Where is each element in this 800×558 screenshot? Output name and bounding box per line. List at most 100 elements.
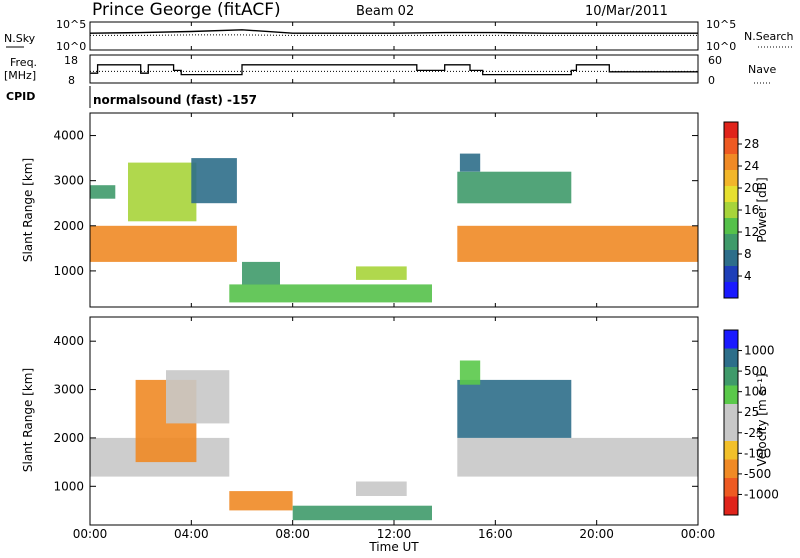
xtick-label-5: 20:00 — [579, 527, 614, 541]
xtick-label-0: 00:00 — [73, 527, 108, 541]
nave-tick-bottom: 0 — [708, 74, 715, 87]
colorbar-frame — [723, 329, 739, 516]
colorbar-tick-label-2: 20 — [744, 181, 759, 195]
velocity-colorbar-label: Velocity [m s⁻¹] — [755, 373, 769, 466]
colorbar-swatch-5 — [724, 202, 738, 219]
ytick-label-0: 1000 — [53, 264, 84, 278]
freq-tick-top: 18 — [64, 54, 78, 67]
nsky-tick-bottom: 10^0 — [56, 40, 86, 53]
heatmap-cell-2 — [166, 370, 230, 424]
heatmap-cell-8 — [457, 171, 572, 204]
freq-panel-frame — [89, 54, 699, 84]
heatmap-cell-5 — [242, 261, 280, 285]
colorbar-tick-label-0: 28 — [744, 137, 759, 151]
xtick-label-6: 00:00 — [681, 527, 716, 541]
ytick-label-0: 1000 — [53, 479, 84, 493]
colorbar-swatch-7 — [724, 234, 738, 251]
colorbar-swatch-9 — [724, 266, 738, 283]
colorbar-swatch-1 — [724, 138, 738, 155]
velocity-colorbar: 1000 500 100 25 -25 -100 -500 -1000 — [723, 329, 779, 516]
freq-label-2: [MHz] — [4, 69, 36, 82]
colorbar-swatch-9 — [724, 496, 738, 516]
ytick-label-1: 2000 — [53, 431, 84, 445]
power-ylabel: Slant Range [km] — [21, 158, 35, 262]
power-yaxis: 1000 2000 3000 4000 — [53, 129, 698, 278]
colorbar-swatch-6 — [724, 441, 738, 460]
freq-label-1: Freq. — [10, 56, 37, 69]
heatmap-cell-8 — [459, 360, 481, 385]
xtick-label-1: 04:00 — [174, 527, 209, 541]
colorbar-swatch-3 — [724, 170, 738, 187]
colorbar-tick-label-1: 24 — [744, 159, 759, 173]
nave-label: Nave — [748, 63, 776, 76]
date-title: 10/Mar/2011 — [585, 4, 668, 19]
nsearch-label: N.Search — [744, 30, 794, 43]
heatmap-cell-2 — [128, 162, 197, 222]
velocity-yaxis: 1000 2000 3000 4000 — [53, 334, 698, 493]
heatmap-cell-7 — [457, 225, 698, 262]
nsky-panel-frame — [89, 21, 699, 51]
power-heatmap-cells — [90, 153, 698, 303]
heatmap-cell-5 — [356, 481, 407, 496]
colorbar-swatch-7 — [724, 459, 738, 479]
colorbar-swatch-5 — [724, 422, 738, 442]
freq-tick-bottom: 8 — [68, 74, 75, 87]
ytick-label-3: 4000 — [53, 334, 84, 348]
colorbar-swatch-10 — [724, 282, 738, 299]
heatmap-cell-4 — [292, 505, 432, 521]
cpid-text: normalsound (fast) -157 — [93, 93, 257, 107]
ytick-label-3: 4000 — [53, 129, 84, 143]
colorbar-tick-label-2: 100 — [744, 385, 767, 399]
heatmap-cell-7 — [457, 379, 572, 438]
colorbar-swatch-2 — [724, 367, 738, 386]
ytick-label-1: 2000 — [53, 219, 84, 233]
nsky-label: N.Sky — [4, 32, 36, 45]
station-title: Prince George (fitACF) — [92, 0, 281, 20]
line-n-search — [90, 34, 698, 36]
power-colorbar-label: Power [dB] — [755, 177, 769, 242]
heatmap-cell-3 — [191, 158, 237, 204]
freq-series-group — [90, 64, 698, 76]
nsearch-tick-top: 10^5 — [706, 18, 736, 31]
heatmap-cell-6 — [457, 437, 698, 477]
velocity-ylabel: Slant Range [km] — [21, 368, 35, 472]
heatmap-cell-4 — [229, 284, 432, 303]
heatmap-cell-3 — [229, 491, 293, 511]
cpid-label: CPID — [6, 90, 35, 103]
line-freq — [90, 64, 698, 76]
nave-tick-top: 60 — [708, 54, 722, 67]
xtick-label-4: 16:00 — [478, 527, 513, 541]
velocity-heatmap-cells — [90, 360, 698, 521]
colorbar-swatch-8 — [724, 478, 738, 497]
colorbar-tick-label-4: -25 — [744, 426, 764, 440]
heatmap-cell-6 — [356, 266, 407, 280]
colorbar-swatch-4 — [724, 186, 738, 203]
ytick-label-2: 3000 — [53, 383, 84, 397]
time-xaxis: 00:00 04:00 08:00 12:00 16:00 20:00 00:00 — [73, 22, 716, 541]
nsky-tick-top: 10^5 — [56, 18, 86, 31]
colorbar-tick-label-6: 4 — [744, 269, 752, 283]
colorbar-tick-label-4: 12 — [744, 225, 759, 239]
ytick-label-2: 3000 — [53, 174, 84, 188]
colorbar-tick-label-5: -100 — [744, 446, 771, 460]
colorbar-tick-label-0: 1000 — [744, 344, 775, 358]
heatmap-cell-0 — [90, 225, 237, 262]
heatmap-cell-1 — [90, 185, 116, 199]
colorbar-tick-label-3: 16 — [744, 203, 759, 217]
xaxis-label: Time UT — [368, 540, 419, 554]
power-colorbar: 28 24 20 16 12 8 4 — [723, 121, 759, 299]
colorbar-tick-label-7: -1000 — [744, 487, 779, 501]
beam-title: Beam 02 — [356, 4, 414, 19]
heatmap-cell-9 — [459, 153, 481, 172]
xtick-label-3: 12:00 — [377, 527, 412, 541]
colorbar-tick-label-3: 25 — [744, 405, 759, 419]
colorbar-swatch-0 — [724, 122, 738, 139]
colorbar-swatch-2 — [724, 154, 738, 171]
colorbar-swatch-1 — [724, 348, 738, 368]
colorbar-swatch-3 — [724, 385, 738, 405]
colorbar-tick-label-1: 500 — [744, 364, 767, 378]
colorbar-swatch-8 — [724, 250, 738, 267]
colorbar-swatch-0 — [724, 330, 738, 349]
